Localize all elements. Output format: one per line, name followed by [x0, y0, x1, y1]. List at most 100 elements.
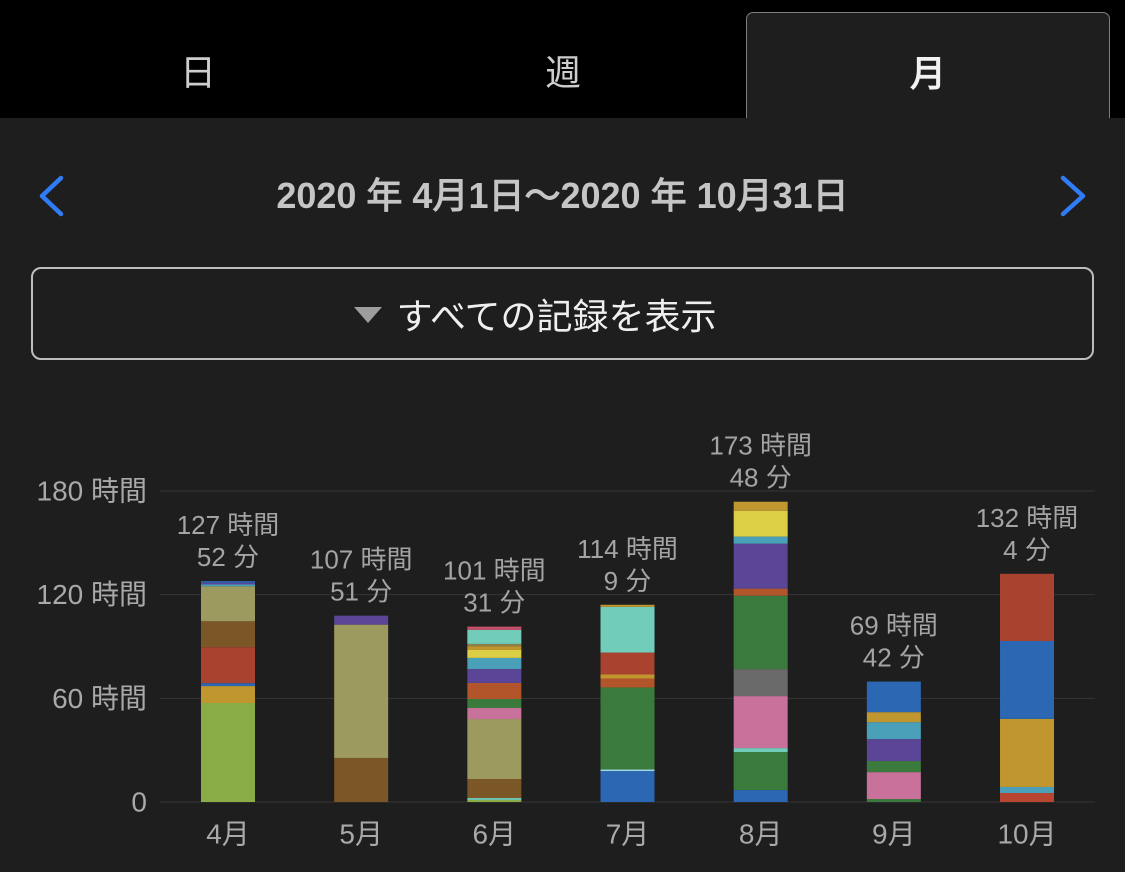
- bar-total-hours-label: 132 時間: [976, 503, 1079, 533]
- x-tick-label: 6月: [473, 819, 517, 850]
- bar-segment: [467, 708, 522, 720]
- bar-segment: [733, 543, 788, 589]
- bar-total-hours-label: 69 時間: [850, 611, 938, 641]
- bar-total-hours-label: 173 時間: [709, 431, 812, 461]
- bar-segment: [866, 681, 921, 713]
- tab-label: 日: [179, 52, 216, 93]
- bar-segment: [733, 696, 788, 749]
- tab-label: 週: [544, 52, 581, 93]
- bar: [201, 581, 255, 802]
- bar-segment: [467, 699, 522, 709]
- bar-segment: [600, 771, 655, 802]
- bar-segment: [866, 722, 921, 740]
- bar-segment: [866, 772, 921, 800]
- filter-label: すべての記録を表示: [396, 295, 717, 337]
- period-tab-bar: 日 週 月: [0, 0, 1125, 118]
- bar-segment: [467, 682, 522, 700]
- bar-segment: [467, 719, 522, 780]
- bar-segment: [201, 586, 255, 622]
- x-tick-label: 8月: [739, 819, 783, 850]
- bar-segment: [600, 769, 655, 772]
- bar-total-minutes-label: 51 分: [330, 577, 392, 607]
- bar-total-minutes-label: 48 分: [730, 463, 792, 493]
- bar-segment: [733, 790, 788, 802]
- bar-segment: [467, 646, 522, 650]
- bar-total-hours-label: 101 時間: [443, 556, 546, 586]
- chevron-right-icon: [1060, 175, 1086, 217]
- bar-segment: [733, 588, 788, 596]
- bar: [467, 626, 522, 802]
- bar-total-minutes-label: 4 分: [1003, 535, 1051, 565]
- bar-segment: [600, 674, 655, 679]
- bar-segment: [467, 629, 522, 644]
- bar: [733, 501, 788, 802]
- bar-segment: [733, 595, 788, 670]
- bar-segment: [1000, 718, 1055, 787]
- bar-total-hours-label: 107 時間: [310, 545, 413, 575]
- x-tick-label: 5月: [339, 819, 383, 850]
- bar-segment: [733, 510, 788, 537]
- tab-day[interactable]: 日: [16, 12, 380, 118]
- bar-segment: [201, 683, 255, 687]
- bar-segment: [467, 626, 522, 630]
- bar-segment: [201, 702, 255, 802]
- period-range-label: 2020 年 4月1日〜2020 年 10月31日: [276, 175, 849, 216]
- bar-segment: [866, 761, 921, 773]
- bar-segment: [467, 643, 522, 647]
- bar-segment: [201, 621, 255, 648]
- bar-segment: [201, 584, 255, 587]
- bar-total-hours-label: 127 時間: [177, 510, 280, 540]
- y-tick-label: 60 時間: [52, 683, 147, 714]
- triangle-down-icon: [354, 306, 383, 323]
- bar-segment: [600, 604, 655, 607]
- bar-segment: [866, 712, 921, 723]
- bar-segment: [334, 624, 389, 758]
- bar: [866, 681, 921, 802]
- bar-segment: [600, 678, 655, 688]
- bar-segment: [733, 752, 788, 791]
- bar-segment: [334, 615, 389, 625]
- x-tick-label: 7月: [606, 819, 650, 850]
- bar-segment: [600, 652, 655, 675]
- x-tick-label: 9月: [872, 819, 916, 850]
- bar: [334, 615, 389, 802]
- tab-week[interactable]: 週: [381, 12, 745, 118]
- bar-segment: [467, 657, 522, 669]
- chevron-left-icon: [39, 175, 64, 217]
- bar-segment: [1000, 793, 1055, 802]
- bar: [600, 604, 655, 802]
- bar-segment: [733, 748, 788, 753]
- bar-segment: [467, 649, 522, 658]
- bar-segment: [201, 581, 255, 583]
- bar-segment: [201, 582, 255, 585]
- bar-total-hours-label: 114 時間: [577, 534, 678, 564]
- bar-total-minutes-label: 42 分: [863, 643, 925, 673]
- previous-period-button[interactable]: [26, 160, 74, 232]
- y-tick-label: 120 時間: [37, 579, 148, 610]
- bar: [1000, 573, 1055, 802]
- bar-segment: [866, 739, 921, 762]
- bar-total-minutes-label: 9 分: [604, 566, 652, 596]
- x-tick-label: 4月: [206, 819, 250, 850]
- bar-segment: [467, 668, 522, 683]
- tab-label: 月: [909, 52, 946, 94]
- period-navigator: 2020 年 4月1日〜2020 年 10月31日: [0, 160, 1125, 232]
- bar-segment: [201, 647, 255, 684]
- x-tick-label: 10月: [997, 819, 1056, 850]
- bar-segment: [334, 757, 389, 802]
- bar-segment: [733, 669, 788, 697]
- y-tick-label: 0: [131, 787, 147, 818]
- bar-segment: [600, 606, 655, 653]
- bar-segment: [733, 536, 788, 544]
- tab-month[interactable]: 月: [746, 12, 1110, 118]
- bar-segment: [201, 686, 255, 703]
- record-filter-dropdown[interactable]: すべての記録を表示: [31, 267, 1094, 360]
- bar-total-minutes-label: 52 分: [197, 542, 259, 572]
- bar-segment: [1000, 640, 1055, 719]
- bar-segment: [600, 687, 655, 770]
- bar-segment: [1000, 573, 1055, 641]
- bar-segment: [866, 799, 921, 802]
- bar-total-minutes-label: 31 分: [463, 588, 525, 618]
- next-period-button[interactable]: [1049, 160, 1097, 232]
